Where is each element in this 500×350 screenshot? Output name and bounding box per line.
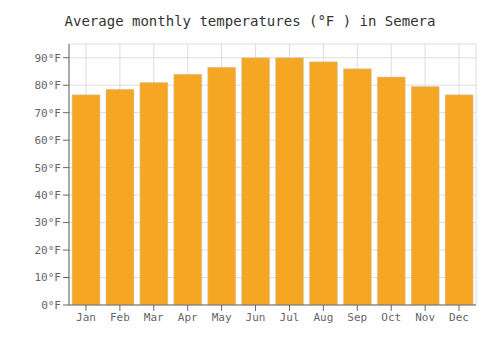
svg-text:90°F: 90°F bbox=[35, 52, 62, 65]
svg-text:20°F: 20°F bbox=[35, 244, 62, 257]
svg-text:50°F: 50°F bbox=[35, 162, 62, 175]
svg-text:Aug: Aug bbox=[313, 311, 333, 324]
svg-text:Oct: Oct bbox=[381, 311, 401, 324]
svg-text:Mar: Mar bbox=[144, 311, 164, 324]
html-text:Average monthly temperatures (: Average monthly temperatures (°F ) in Se… bbox=[64, 13, 436, 29]
svg-text:Jan: Jan bbox=[76, 311, 96, 324]
svg-text:60°F: 60°F bbox=[35, 134, 62, 147]
svg-text:70°F: 70°F bbox=[35, 107, 62, 120]
svg-text:10°F: 10°F bbox=[35, 271, 62, 284]
svg-text:40°F: 40°F bbox=[35, 189, 62, 202]
svg-text:30°F: 30°F bbox=[35, 216, 62, 229]
svg-text:Apr: Apr bbox=[178, 311, 198, 324]
svg-text:Jun: Jun bbox=[246, 311, 266, 324]
svg-text:May: May bbox=[212, 311, 232, 324]
svg-text:0°F: 0°F bbox=[41, 299, 61, 312]
svg-text:80°F: 80°F bbox=[35, 79, 62, 92]
svg-text:Dec: Dec bbox=[449, 311, 469, 324]
svg-text:Feb: Feb bbox=[110, 311, 130, 324]
svg-text:Jul: Jul bbox=[280, 311, 300, 324]
svg-text:Sep: Sep bbox=[347, 311, 367, 324]
svg-text:Nov: Nov bbox=[415, 311, 435, 324]
